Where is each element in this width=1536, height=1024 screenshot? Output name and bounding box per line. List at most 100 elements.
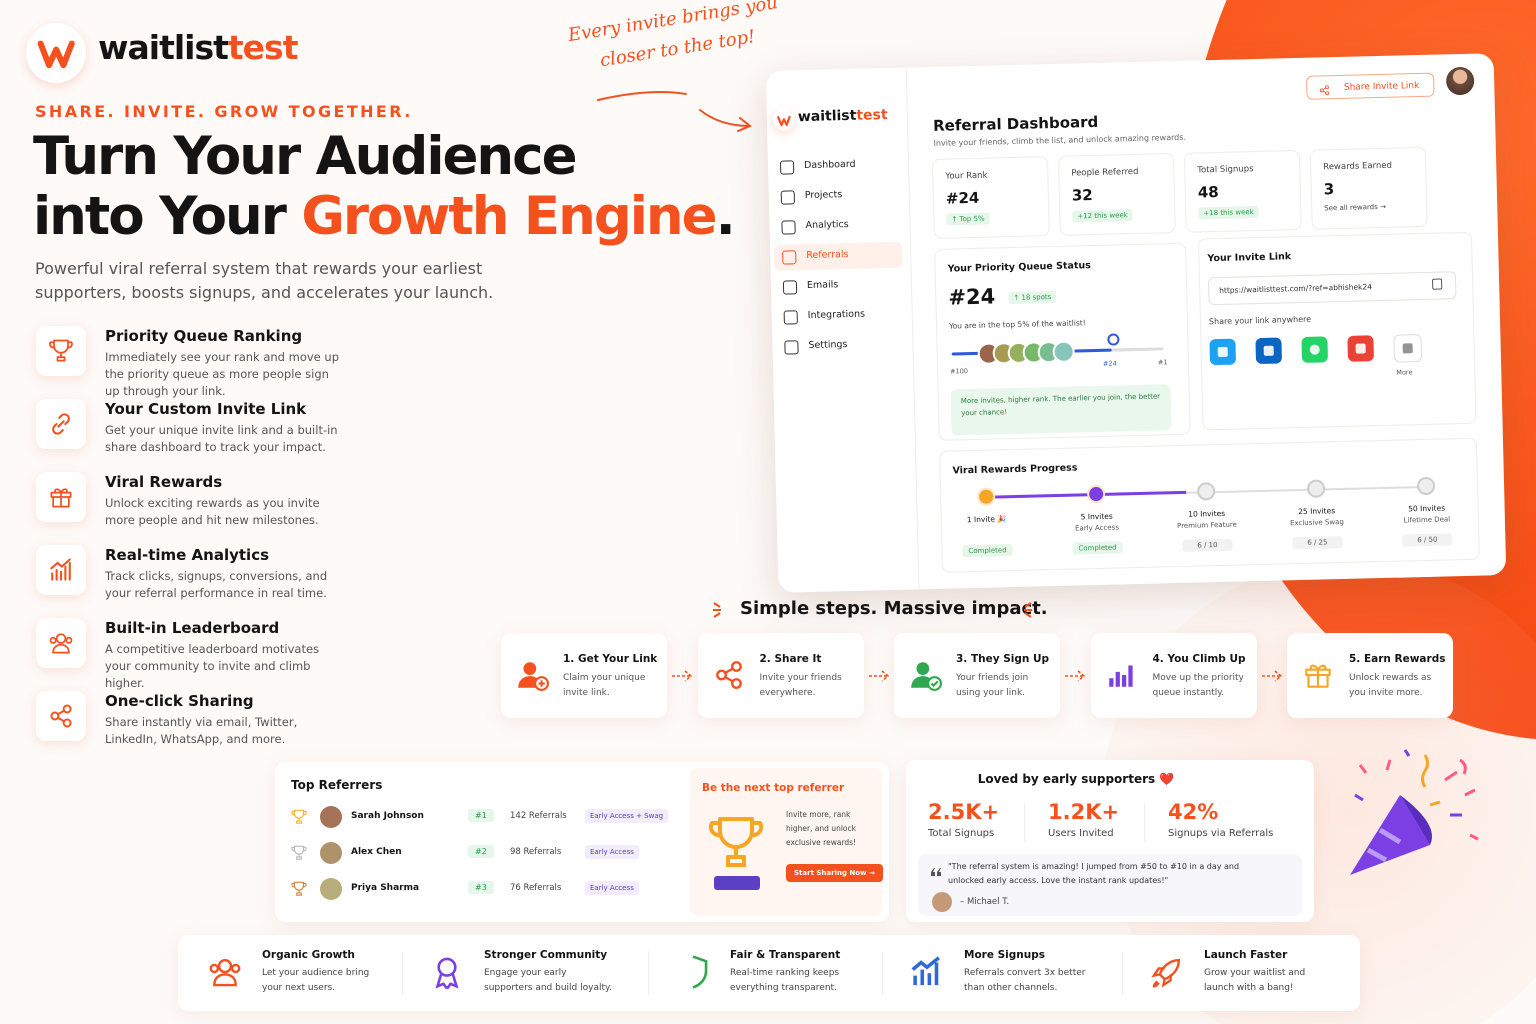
referrers-card: Top Referrers Sarah Johnson #1 142 Referral… <box>275 762 889 922</box>
social-button[interactable] <box>1301 336 1329 363</box>
icon-part <box>291 881 307 896</box>
icon-part <box>692 955 708 989</box>
icon-part <box>49 339 73 362</box>
invite-url[interactable]: https://waitlisttest.com/?ref=abhishek24 <box>1207 271 1457 306</box>
stat-value: 2.5K+ <box>928 800 1000 824</box>
queue-current-label: #24 <box>1102 359 1117 368</box>
feature-title: Real-time Analytics <box>105 546 270 564</box>
step-description: Your friends join using your link. <box>956 673 1029 698</box>
icon-part <box>916 662 930 675</box>
nav-item[interactable]: Projects <box>804 189 843 202</box>
milestone-node <box>1196 482 1216 501</box>
step-title: 5. Earn Rewards <box>1349 653 1446 665</box>
social-glyph <box>1402 343 1413 354</box>
promo-base <box>714 876 760 890</box>
queue-rank: #24 <box>948 284 996 310</box>
icon-part <box>1151 958 1181 988</box>
nav-item[interactable]: Analytics <box>805 218 849 232</box>
invite-panel: Your Invite Link https://waitlisttest.com… <box>1197 231 1477 431</box>
stat-note[interactable]: See all rewards → <box>1324 202 1387 213</box>
stat-divider <box>1024 804 1025 842</box>
social-button[interactable] <box>1255 337 1283 365</box>
stat-note: +18 this week <box>1198 205 1259 220</box>
queue-title: Your Priority Queue Status <box>947 260 1091 275</box>
icon-part <box>1319 88 1324 93</box>
milestone-status: 6 / 25 <box>1292 536 1343 550</box>
social-glyph <box>1309 344 1320 355</box>
milestone-status: 6 / 10 <box>1182 538 1233 552</box>
step-description: Claim your unique invite link. <box>563 673 646 698</box>
step-card: 2. Share It Invite your friends everywher… <box>697 633 864 718</box>
stat-card: Total Signups 48 +18 this week <box>1183 149 1302 233</box>
icon-part <box>931 868 941 876</box>
icon-part <box>52 643 70 654</box>
social-button[interactable] <box>1347 335 1375 362</box>
icon-part <box>50 558 71 581</box>
icon-part <box>291 881 307 896</box>
hero-title: into Your Growth Engine. <box>33 186 736 247</box>
icon-part <box>1261 670 1282 682</box>
queue-avatar <box>1052 340 1075 364</box>
icon-part <box>911 662 942 691</box>
social-button[interactable] <box>1209 338 1237 366</box>
icon-part <box>715 661 742 689</box>
feature-description: Share instantly via email, Twitter, Link… <box>105 715 298 746</box>
nav-item[interactable]: Dashboard <box>803 158 856 172</box>
benefit-icon <box>674 953 712 991</box>
referrer-avatar <box>320 878 342 900</box>
step-icon <box>1105 658 1139 692</box>
copy-button[interactable] <box>1432 278 1443 290</box>
referrer-count: 142 Referrals <box>510 811 567 821</box>
stat-note: ↑ Top 5% <box>946 212 990 226</box>
step-title: 3. They Sign Up <box>956 653 1050 665</box>
icon-part <box>1459 758 1467 775</box>
stat-label: Users Invited <box>1048 828 1114 839</box>
stat-label: People Referred <box>1071 166 1139 179</box>
social-button[interactable] <box>1393 334 1423 363</box>
icon-part <box>291 845 307 860</box>
icon-part <box>911 956 940 986</box>
icon <box>47 410 75 438</box>
promo-panel: Be the next top referrer Invite more, ran… <box>690 768 883 916</box>
icon-part <box>50 488 72 508</box>
icon-part <box>1108 665 1133 687</box>
referrer-name: Priya Sharma <box>351 883 420 893</box>
referrer-rank: #1 <box>468 809 494 822</box>
nav-icon <box>781 220 796 235</box>
feature-description: Unlock exciting rewards as you invite mo… <box>105 496 320 527</box>
milestone-status: Completed <box>962 544 1013 558</box>
icon-part <box>692 955 708 989</box>
nav-item[interactable]: Referrals <box>806 249 849 262</box>
testimonial-card: Loved by early supporters ❤️ 2.5K+ Total S… <box>906 760 1314 922</box>
stat-value: 42% <box>1168 800 1219 824</box>
hero-description: Powerful viral referral system that rewa… <box>35 259 494 302</box>
nav-item[interactable]: Emails <box>806 279 839 292</box>
nav-item[interactable]: Integrations <box>807 308 866 322</box>
dashboard: waitlisttest Dashboard Projects Analytics Re… <box>765 53 1507 593</box>
stat-card: People Referred 32 +12 this week <box>1057 153 1176 236</box>
hero-highlight: Growth Engine <box>301 186 717 247</box>
icon-part <box>1305 664 1331 688</box>
icon-part <box>50 488 72 508</box>
icon-part <box>55 633 67 644</box>
nav-item[interactable]: Settings <box>808 339 848 352</box>
step-description: Invite your friends everywhere. <box>759 673 842 698</box>
rewards-progress <box>986 490 1187 499</box>
referrer-avatar <box>320 842 342 864</box>
feature-title: Priority Queue Ranking <box>105 327 303 345</box>
step-icon <box>908 658 942 692</box>
milestone-node <box>1416 476 1436 496</box>
share-icon <box>1318 81 1330 96</box>
logo-mark <box>37 34 75 72</box>
icon-part <box>209 958 241 987</box>
icon-part <box>50 711 60 721</box>
referrer-rank: #2 <box>468 845 494 858</box>
quote-avatar <box>932 892 952 912</box>
benefits-bar: Organic Growth Let your audience bring yo… <box>178 935 1360 1011</box>
promo-button[interactable]: Start Sharing Now → <box>786 864 883 882</box>
step-card: 5. Earn Rewards Unlock rewards as you inv… <box>1287 633 1453 718</box>
icon-part <box>1325 85 1329 90</box>
icon-part <box>62 718 72 728</box>
icon-part <box>1400 795 1432 845</box>
icon-part <box>37 40 75 68</box>
